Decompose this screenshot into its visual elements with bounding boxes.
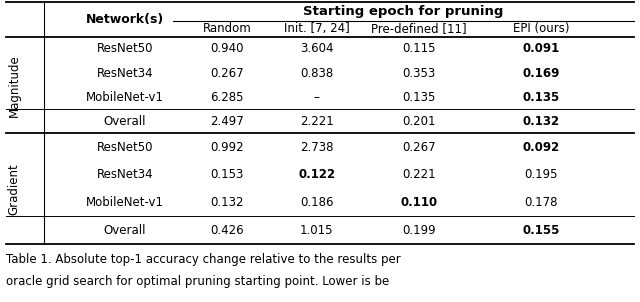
- Text: 0.186: 0.186: [300, 196, 333, 209]
- Text: Overall: Overall: [104, 224, 146, 237]
- Text: 0.838: 0.838: [300, 66, 333, 80]
- Text: Random: Random: [203, 22, 252, 36]
- Text: 0.091: 0.091: [522, 42, 559, 56]
- Text: 1.015: 1.015: [300, 224, 333, 237]
- Text: 0.122: 0.122: [298, 169, 335, 182]
- Text: MobileNet-v1: MobileNet-v1: [86, 91, 164, 104]
- Text: ResNet34: ResNet34: [97, 169, 153, 182]
- Text: 0.426: 0.426: [211, 224, 244, 237]
- Text: 0.092: 0.092: [522, 141, 559, 154]
- Text: 0.992: 0.992: [211, 141, 244, 154]
- Text: Network(s): Network(s): [86, 13, 164, 26]
- Text: oracle grid search for optimal pruning starting point. Lower is be: oracle grid search for optimal pruning s…: [6, 275, 390, 288]
- Text: 0.178: 0.178: [524, 196, 557, 209]
- Text: 2.738: 2.738: [300, 141, 333, 154]
- Text: Magnitude: Magnitude: [8, 54, 20, 117]
- Text: Starting epoch for pruning: Starting epoch for pruning: [303, 5, 504, 18]
- Text: 0.195: 0.195: [524, 169, 557, 182]
- Text: Pre-defined [11]: Pre-defined [11]: [371, 22, 467, 36]
- Text: 0.267: 0.267: [211, 66, 244, 80]
- Text: 0.132: 0.132: [522, 115, 559, 128]
- Text: 0.110: 0.110: [401, 196, 438, 209]
- Text: 0.221: 0.221: [403, 169, 436, 182]
- Text: 6.285: 6.285: [211, 91, 244, 104]
- Text: 0.353: 0.353: [403, 66, 436, 80]
- Text: 0.155: 0.155: [522, 224, 559, 237]
- Text: 0.201: 0.201: [403, 115, 436, 128]
- Text: MobileNet-v1: MobileNet-v1: [86, 196, 164, 209]
- Text: 0.135: 0.135: [403, 91, 436, 104]
- Text: 0.132: 0.132: [211, 196, 244, 209]
- Text: EPI (ours): EPI (ours): [513, 22, 569, 36]
- Text: 3.604: 3.604: [300, 42, 333, 56]
- Text: –: –: [314, 91, 320, 104]
- Text: 2.221: 2.221: [300, 115, 333, 128]
- Text: Table 1. Absolute top-1 accuracy change relative to the results per: Table 1. Absolute top-1 accuracy change …: [6, 253, 401, 266]
- Text: 2.497: 2.497: [211, 115, 244, 128]
- Text: ResNet50: ResNet50: [97, 42, 153, 56]
- Text: Gradient: Gradient: [8, 163, 20, 215]
- Text: 0.135: 0.135: [522, 91, 559, 104]
- Text: Init. [7, 24]: Init. [7, 24]: [284, 22, 349, 36]
- Text: 0.169: 0.169: [522, 66, 559, 80]
- Text: 0.153: 0.153: [211, 169, 244, 182]
- Text: 0.940: 0.940: [211, 42, 244, 56]
- Text: 0.267: 0.267: [403, 141, 436, 154]
- Text: Overall: Overall: [104, 115, 146, 128]
- Text: 0.199: 0.199: [403, 224, 436, 237]
- Text: ResNet34: ResNet34: [97, 66, 153, 80]
- Text: ResNet50: ResNet50: [97, 141, 153, 154]
- Text: 0.115: 0.115: [403, 42, 436, 56]
